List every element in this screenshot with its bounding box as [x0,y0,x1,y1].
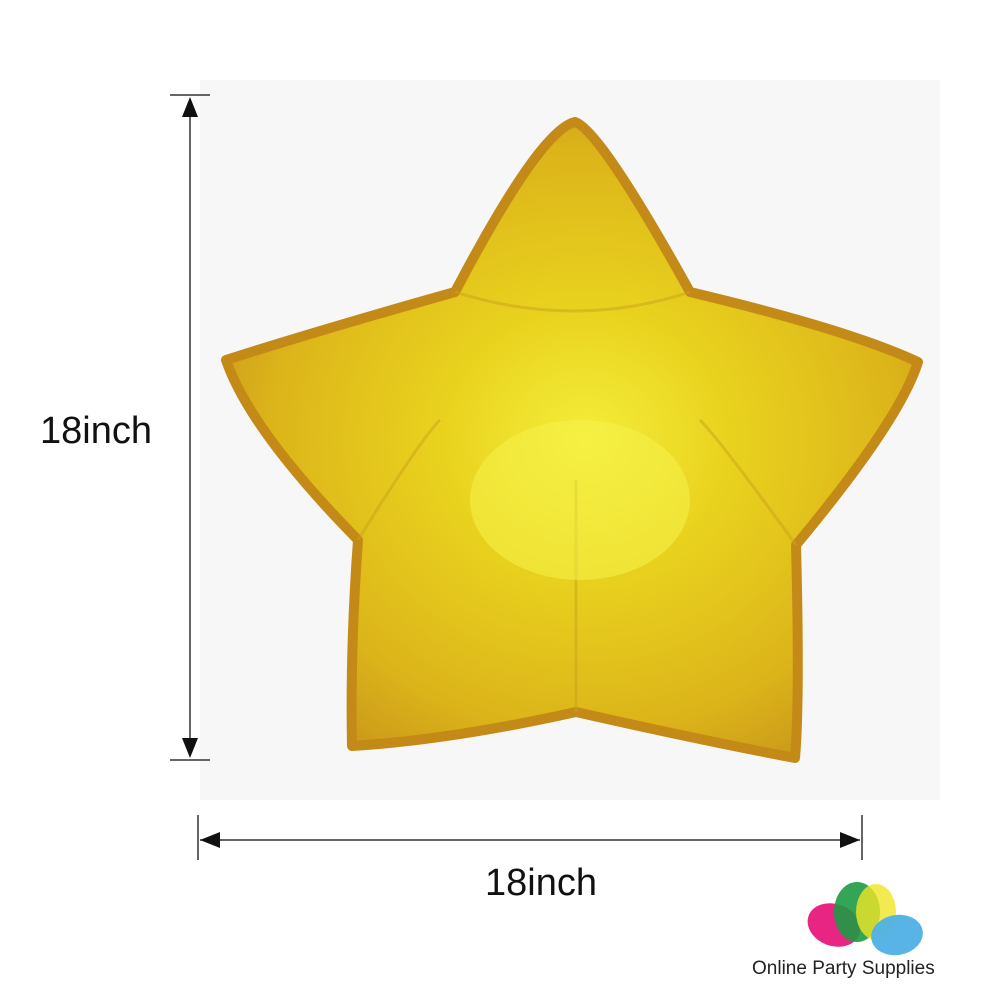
width-dimension-arrow [197,815,863,860]
brand-logo [807,882,923,956]
brand-name: Online Party Supplies [752,958,935,979]
height-dimension-arrow [170,94,210,761]
width-label: 18inch [485,862,597,904]
star-balloon [221,117,923,763]
height-label: 18inch [40,410,152,452]
